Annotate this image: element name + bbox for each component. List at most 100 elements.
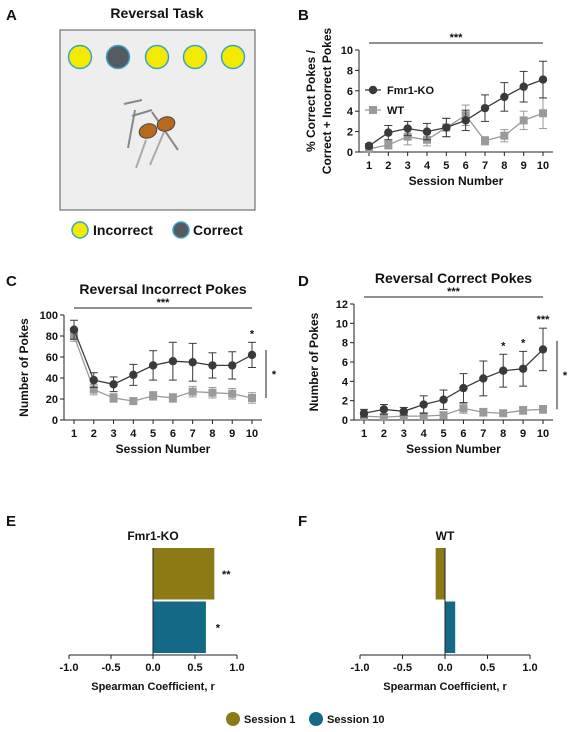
chart-title: Reversal Incorrect Pokes [79, 281, 247, 297]
y-tick-label: 4 [347, 106, 354, 118]
panel-label-a: A [6, 7, 17, 24]
wt-point [129, 397, 138, 406]
x-tick-label: 1 [71, 428, 77, 440]
x-tick-label: 6 [463, 160, 469, 172]
wt-point [479, 408, 488, 417]
y-tick-label: 60 [46, 352, 58, 364]
panel-label-c: C [6, 273, 17, 290]
x-tick-label: 8 [209, 428, 215, 440]
wt-point [519, 406, 528, 415]
wt-point [188, 387, 197, 396]
x-tick-label: 7 [480, 428, 486, 440]
x-tick-label: 6 [460, 428, 466, 440]
correct-legend-icon [172, 221, 190, 239]
fmr1-ko-point [109, 380, 118, 389]
y-tick-label: 40 [46, 373, 58, 385]
fmr1-ko-point [538, 345, 548, 354]
significance-label: *** [157, 297, 171, 309]
y-tick-label: 8 [342, 338, 348, 350]
panel-label-b: B [298, 7, 309, 24]
incorrect-legend-label: Incorrect [93, 222, 153, 238]
y-axis-title-line: % Correct Pokes / [304, 49, 318, 152]
x-tick-label: 4 [424, 160, 431, 172]
point-significance-label: * [501, 340, 506, 352]
x-tick-label: 1 [366, 160, 372, 172]
fmr1-ko-point [519, 82, 528, 91]
fmr1-ko-point [188, 358, 197, 367]
fmr1-ko-point [379, 405, 389, 414]
fmr1-ko-series-line [73, 329, 253, 385]
wt-series-line [368, 112, 544, 150]
panel-label-e: E [6, 513, 16, 530]
wt-point [419, 412, 428, 421]
fmr1-ko-point [359, 409, 369, 418]
x-tick-label: 10 [537, 428, 549, 440]
x-tick-label: 4 [130, 428, 137, 440]
mouse-illustration [123, 99, 179, 169]
fmr1-ko-point [228, 361, 237, 370]
fmr1-ko-point [538, 75, 548, 84]
wt-series-line [73, 335, 253, 402]
y-tick-label: 4 [342, 376, 349, 388]
x-tick-label: 1 [361, 428, 367, 440]
fmr1-ko-point [403, 124, 412, 133]
x-tick-label: 0.0 [437, 662, 452, 674]
fmr1-ko-point [442, 123, 451, 132]
x-tick-label: 10 [537, 160, 549, 172]
x-tick-label: 4 [421, 428, 428, 440]
y-tick-label: 10 [336, 318, 348, 330]
bar-session-1 [153, 548, 215, 600]
fmr1-ko-series-line [363, 348, 544, 414]
fmr1-ko-point [89, 375, 98, 385]
fmr1-ko-point [439, 395, 448, 404]
session-10-legend-swatch [309, 712, 323, 726]
correct-legend-label: Correct [193, 222, 243, 238]
y-tick-label: 2 [342, 396, 348, 408]
x-tick-label: 5 [440, 428, 446, 440]
panel-a-schematic: Reversal Task Incorrect Correct [59, 5, 256, 239]
x-tick-label: 3 [401, 428, 407, 440]
fmr1-ko-point [129, 370, 138, 380]
fmr1-ko-point [364, 141, 374, 151]
x-axis-title: Session Number [406, 442, 501, 456]
x-tick-label: 6 [170, 428, 176, 440]
wt-point [384, 140, 393, 149]
point-significance-label: * [521, 337, 526, 349]
x-tick-label: 7 [190, 428, 196, 440]
chart-title: Fmr1-KO [127, 529, 178, 543]
x-tick-label: 0.5 [187, 662, 202, 674]
x-tick-label: 3 [405, 160, 411, 172]
x-tick-label: 9 [521, 160, 527, 172]
x-tick-label: 8 [501, 160, 507, 172]
wt-legend-label: WT [387, 105, 404, 117]
y-tick-label: 6 [342, 357, 348, 369]
x-axis-title: Spearman Coefficient, r [383, 681, 507, 693]
wt-point [168, 393, 177, 402]
nose-poke-holes [67, 44, 246, 70]
x-tick-label: 1.0 [229, 662, 244, 674]
x-tick-label: 2 [91, 428, 97, 440]
y-tick-label: 2 [347, 127, 353, 139]
wt-point [500, 131, 509, 140]
y-tick-label: 20 [46, 394, 58, 406]
fmr1-ko-point [480, 103, 490, 113]
session-10-legend-label: Session 10 [327, 714, 384, 726]
incorrect-poke-hole [182, 44, 208, 70]
wt-point [459, 404, 468, 413]
fmr1-ko-point [422, 127, 432, 136]
x-tick-label: -1.0 [60, 662, 79, 674]
wt-point [248, 393, 256, 402]
y-axis-title: Number of Pokes [17, 318, 31, 417]
y-axis-title-line: Correct + Incorrect Pokes [320, 27, 334, 174]
fmr1-ko-point [419, 400, 428, 409]
x-tick-label: 2 [385, 160, 391, 172]
fmr1-ko-point [384, 128, 393, 137]
bar-session-10 [445, 601, 456, 653]
group-comparison-label: * [563, 370, 568, 382]
session-1-legend-label: Session 1 [244, 714, 295, 726]
fmr1-ko-legend-marker [368, 85, 378, 95]
